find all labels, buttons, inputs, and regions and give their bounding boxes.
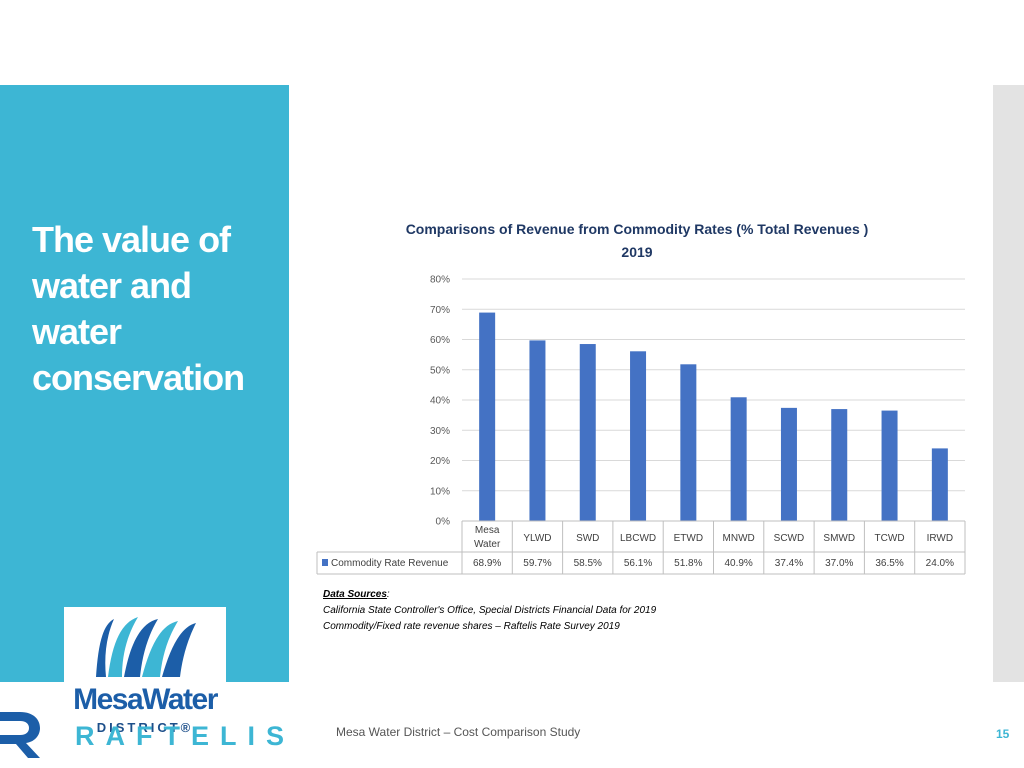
bar — [730, 397, 747, 521]
bar — [931, 448, 948, 521]
y-tick-label: 0% — [436, 517, 451, 528]
data-label: 40.9% — [724, 558, 752, 569]
logo-wordmark: MesaWater — [73, 683, 218, 716]
data-sources: Data Sources: California State Controlle… — [323, 587, 656, 635]
data-label: 24.0% — [926, 558, 954, 569]
y-tick-label: 50% — [430, 365, 450, 376]
slide-title: The value of water and water conservatio… — [32, 219, 245, 398]
side-panel: The value of water and water conservatio… — [0, 85, 289, 741]
chart-subtitle: 2019 — [621, 244, 652, 260]
legend-swatch — [322, 559, 328, 566]
x-tick-label: ETWD — [674, 533, 703, 544]
sources-label: Data Sources — [323, 589, 387, 600]
raftelis-wordmark: RAFTELIS — [75, 721, 295, 751]
y-tick-label: 80% — [430, 275, 450, 286]
x-tick-label: Water — [474, 539, 501, 550]
bar — [579, 344, 596, 521]
data-label: 56.1% — [624, 558, 652, 569]
raftelis-r-icon: RAFTELIS — [0, 712, 295, 758]
right-strip — [993, 85, 1024, 682]
sources-line-1: California State Controller's Office, Sp… — [323, 605, 657, 616]
bar — [479, 312, 496, 521]
bar — [831, 409, 848, 521]
data-label: 51.8% — [674, 558, 702, 569]
data-label: 37.0% — [825, 558, 853, 569]
x-tick-label: IRWD — [927, 533, 953, 544]
page-number: 15 — [996, 727, 1010, 741]
bar — [881, 410, 898, 521]
y-tick-label: 40% — [430, 396, 450, 407]
data-label: 68.9% — [473, 558, 501, 569]
chart-title: Comparisons of Revenue from Commodity Ra… — [406, 221, 869, 237]
x-tick-label: SCWD — [774, 533, 805, 544]
bar — [630, 351, 647, 521]
bar — [680, 364, 697, 521]
x-tick-label: Mesa — [475, 525, 500, 536]
mesa-water-logo: MesaWater DISTRICT® — [64, 607, 226, 741]
y-tick-label: 20% — [430, 456, 450, 467]
y-tick-label: 10% — [430, 486, 450, 497]
data-label: 36.5% — [875, 558, 903, 569]
legend-label: Commodity Rate Revenue — [331, 558, 449, 569]
logo-subtitle: DISTRICT® — [96, 720, 194, 735]
footer-text: Mesa Water District – Cost Comparison St… — [336, 725, 581, 739]
y-tick-label: 70% — [430, 305, 450, 316]
y-tick-label: 30% — [430, 426, 450, 437]
raftelis-logo: RAFTELIS — [0, 708, 300, 758]
x-tick-label: SWD — [576, 533, 599, 544]
y-tick-label: 60% — [430, 335, 450, 346]
x-tick-label: YLWD — [523, 533, 551, 544]
bar-chart: Comparisons of Revenue from Commodity Ra… — [310, 210, 980, 580]
sources-line-2: Commodity/Fixed rate revenue shares – Ra… — [323, 621, 620, 632]
bar — [529, 340, 546, 521]
x-tick-label: MNWD — [723, 533, 755, 544]
bar — [780, 407, 797, 521]
x-tick-label: LBCWD — [620, 533, 656, 544]
chart-svg: Comparisons of Revenue from Commodity Ra… — [316, 221, 966, 575]
wave-mark-icon — [96, 617, 196, 677]
data-label: 58.5% — [574, 558, 602, 569]
x-tick-label: TCWD — [875, 533, 905, 544]
data-label: 37.4% — [775, 558, 803, 569]
data-label: 59.7% — [523, 558, 551, 569]
x-tick-label: SMWD — [823, 533, 855, 544]
